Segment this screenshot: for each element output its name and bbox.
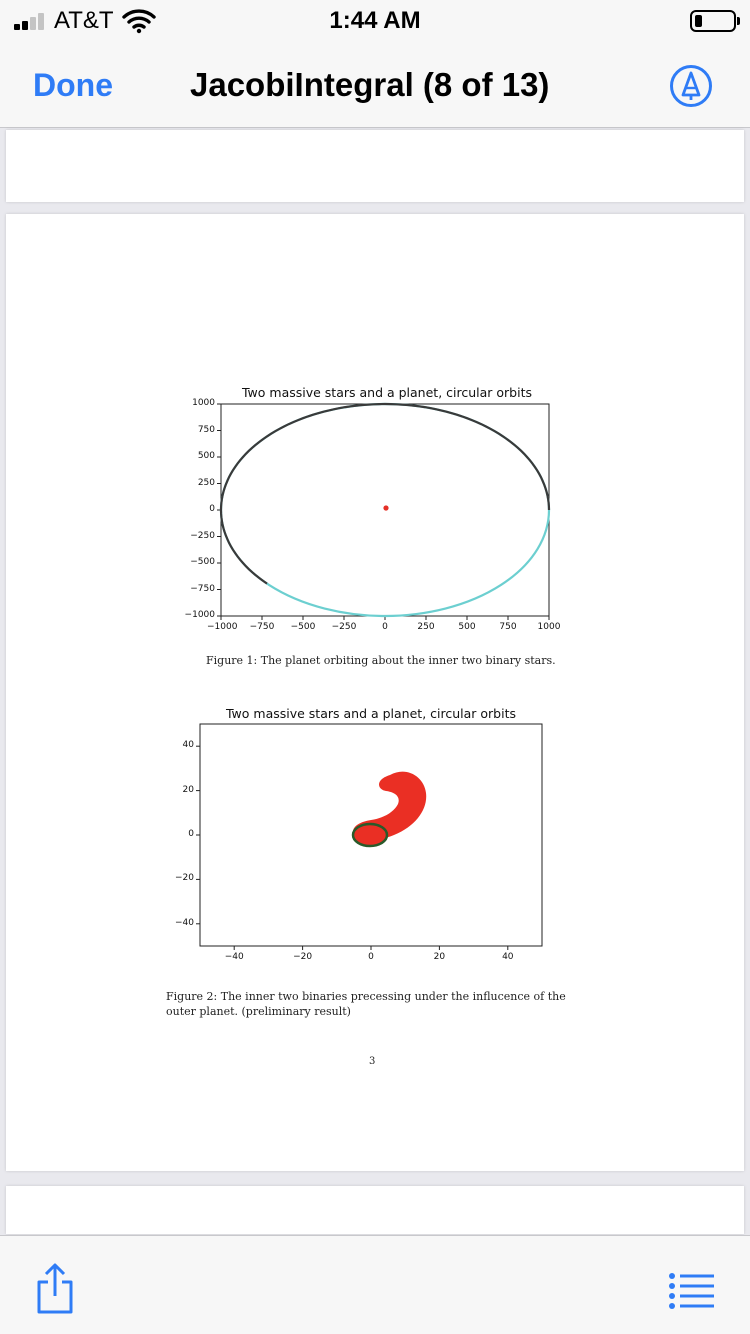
figure2-x-tick-label: −20 xyxy=(293,952,313,962)
figure2-plot xyxy=(196,723,543,950)
figure1-ticks xyxy=(217,403,550,620)
figure1-y-tick-label: −750 xyxy=(190,583,215,594)
document-page[interactable]: Two massive stars and a planet, circular… xyxy=(6,214,744,1171)
figure1-x-tick-label: 750 xyxy=(499,622,517,632)
figure2-ticks xyxy=(196,745,509,950)
bottom-toolbar xyxy=(0,1235,750,1334)
figure1-title: Two massive stars and a planet, circular… xyxy=(241,385,532,400)
figure2-y-tick-label: 0 xyxy=(188,829,194,839)
status-bar: AT&T 1:44 AM xyxy=(0,0,750,40)
figure2-x-tick-label: −40 xyxy=(224,952,244,962)
figure1-y-tick-label: 750 xyxy=(197,424,215,435)
figure2-x-tick-label: 40 xyxy=(502,952,514,962)
figure1-y-tick-label: 1000 xyxy=(192,398,215,408)
figure1-x-tick-label: −250 xyxy=(331,622,357,632)
figure1-caption: Figure 1: The planet orbiting about the … xyxy=(206,654,556,667)
nav-bar: Done JacobiIntegral (8 of 13) xyxy=(0,40,750,128)
signal-icon xyxy=(14,12,48,30)
figure1-y-tick-label: −500 xyxy=(190,557,215,567)
page-number: 3 xyxy=(369,1056,376,1067)
figure2-x-tick-label: 20 xyxy=(433,952,446,962)
carrier-label: AT&T xyxy=(54,7,114,34)
figure2-y-tick-label: −20 xyxy=(175,873,194,884)
figure1-x-tick-label: −500 xyxy=(290,622,316,632)
next-page[interactable] xyxy=(6,1186,744,1234)
binary-stars-marker xyxy=(383,505,389,511)
figure2-y-tick-label: −40 xyxy=(175,917,194,928)
figure1-x-tick-label: −750 xyxy=(249,622,275,632)
inner-binary-orbit xyxy=(351,822,389,848)
share-icon[interactable] xyxy=(34,1262,76,1316)
figure1-y-tick-label: 250 xyxy=(197,477,215,488)
figure1-y-tick-label: 0 xyxy=(209,504,215,514)
figure2-caption: Figure 2: The inner two binaries precess… xyxy=(166,990,566,1018)
done-button[interactable]: Done xyxy=(33,67,113,103)
figure1-x-tick-label: 1000 xyxy=(537,622,561,632)
document-title: JacobiIntegral (8 of 13) xyxy=(190,66,550,103)
planet-path-line xyxy=(219,402,551,585)
figure2-x-tick-label: 0 xyxy=(368,952,374,962)
clock: 1:44 AM xyxy=(329,7,421,34)
figure1-y-tick-label: −1000 xyxy=(184,610,215,620)
battery-icon xyxy=(690,10,740,32)
figure2-y-tick-label: 20 xyxy=(182,784,194,795)
figure1-x-tick-label: 250 xyxy=(417,622,435,632)
markup-pencil-icon[interactable] xyxy=(669,64,713,108)
figure1-y-tick-label: −250 xyxy=(190,530,215,541)
figure1-plot xyxy=(217,402,551,620)
list-icon[interactable] xyxy=(668,1272,714,1310)
figure1-x-tick-label: −1000 xyxy=(207,622,238,632)
figure1-x-tick-label: 0 xyxy=(382,622,388,632)
wifi-icon xyxy=(122,9,156,34)
figure2-title: Two massive stars and a planet, circular… xyxy=(225,706,516,721)
figure1-y-tick-label: 500 xyxy=(197,451,215,461)
figure1-x-tick-label: 500 xyxy=(458,622,476,632)
figure2-y-tick-label: 40 xyxy=(182,740,194,751)
previous-page[interactable] xyxy=(6,130,744,202)
